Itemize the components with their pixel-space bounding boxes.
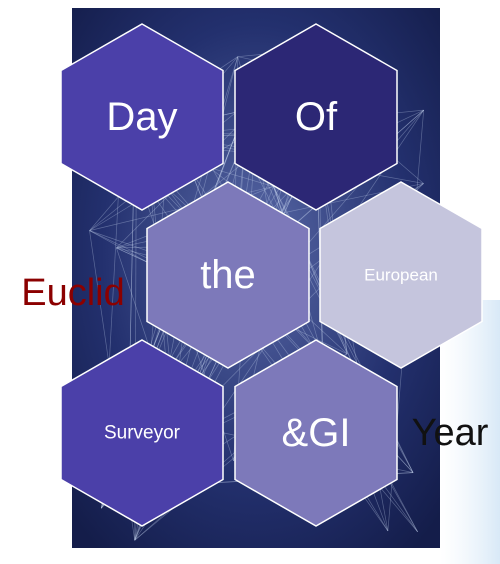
hexagon-label: &GI xyxy=(282,411,351,455)
page: Day Of the European Surveyor &GI Euclid … xyxy=(0,0,500,564)
hexagon-label: Of xyxy=(295,95,338,139)
side-label: Year xyxy=(412,412,489,454)
slide: Day Of the European Surveyor &GI Euclid … xyxy=(0,0,500,564)
hexagon-label: the xyxy=(200,253,256,297)
side-label: Euclid xyxy=(21,272,125,314)
hexagon-label: European xyxy=(364,266,438,285)
hexagon-label: Day xyxy=(106,95,177,139)
hexagon-label: Surveyor xyxy=(104,423,181,444)
